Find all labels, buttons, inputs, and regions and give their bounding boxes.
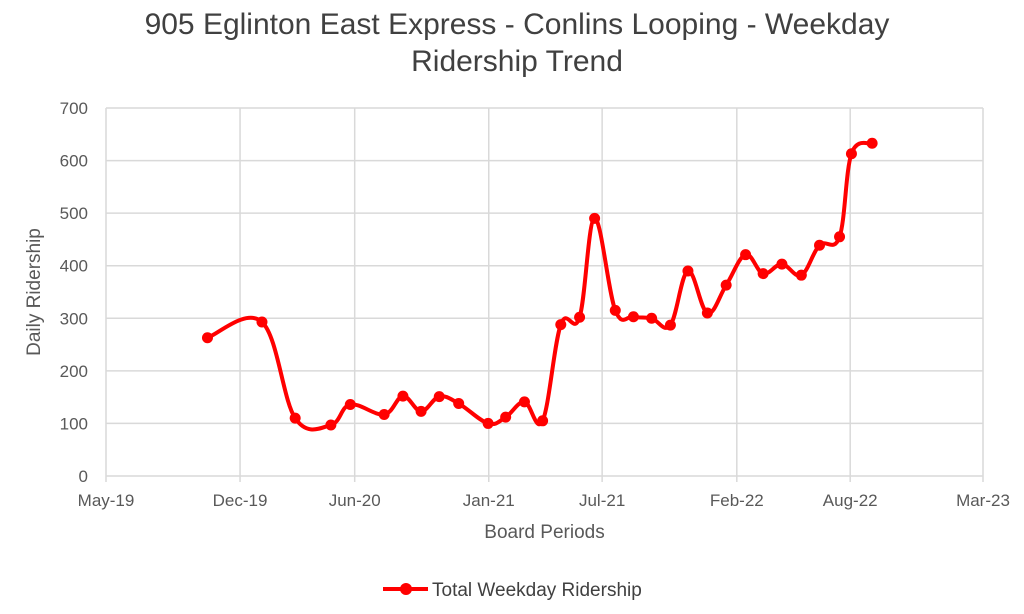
data-point: [757, 268, 769, 280]
data-point: [682, 265, 694, 277]
data-point: [256, 316, 268, 328]
data-point: [776, 258, 788, 270]
x-tick-label: Jan-21: [463, 491, 515, 510]
y-tick-label: 200: [60, 362, 88, 381]
data-point: [415, 405, 427, 417]
x-tick-label: Jun-20: [329, 491, 381, 510]
y-tick-label: 400: [60, 257, 88, 276]
data-point: [289, 412, 301, 424]
y-tick-label: 600: [60, 152, 88, 171]
data-point: [627, 311, 639, 323]
data-point: [574, 311, 586, 323]
x-tick-label: Mar-23: [956, 491, 1010, 510]
chart-title: 905 Eglinton East Express - Conlins Loop…: [0, 6, 1024, 80]
data-point: [518, 396, 530, 408]
chart-title-line-1: 905 Eglinton East Express - Conlins Loop…: [144, 8, 890, 41]
data-point: [795, 269, 807, 281]
x-axis-tick-labels: May-19 Dec-19 Jun-20 Jan-21 Jul-21 Feb-22 Aug-…: [78, 491, 1010, 510]
data-point: [397, 390, 409, 402]
y-tick-label: 700: [60, 99, 88, 118]
series-total-weekday-ridership: [201, 137, 878, 432]
y-axis-tick-labels: 0 100 200 300 400 500 600 700: [60, 99, 88, 486]
data-point: [814, 239, 826, 251]
data-point: [609, 304, 621, 316]
data-point: [325, 419, 337, 431]
data-point: [378, 408, 390, 420]
data-point: [646, 312, 658, 324]
y-tick-label: 0: [79, 467, 88, 486]
data-point: [834, 231, 846, 243]
y-tick-label: 300: [60, 309, 88, 328]
x-tick-label: Jul-21: [579, 491, 625, 510]
x-tick-label: Dec-19: [213, 491, 268, 510]
data-point: [866, 137, 878, 149]
data-point: [482, 417, 494, 429]
data-point: [701, 307, 713, 319]
legend-entry-label: Total Weekday Ridership: [432, 580, 642, 601]
data-point: [664, 319, 676, 331]
data-point: [589, 212, 601, 224]
legend: Total Weekday Ridership: [383, 580, 642, 601]
data-point: [845, 148, 857, 160]
data-point: [537, 415, 549, 427]
y-axis-label: Daily Ridership: [24, 228, 45, 356]
x-tick-label: Aug-22: [823, 491, 878, 510]
x-tick-label: May-19: [78, 491, 135, 510]
data-point: [555, 319, 567, 331]
data-point: [720, 279, 732, 291]
y-tick-label: 100: [60, 414, 88, 433]
x-axis-label: Board Periods: [484, 522, 604, 543]
horizontal-gridlines: [106, 107, 983, 425]
legend-marker-swatch: [400, 583, 412, 595]
data-point: [453, 397, 465, 409]
vertical-gridlines: [105, 108, 984, 482]
series-line: [206, 140, 874, 432]
y-tick-label: 500: [60, 204, 88, 223]
chart-title-line-2: Ridership Trend: [411, 45, 623, 78]
data-point: [201, 332, 213, 344]
data-point: [740, 249, 752, 261]
x-tick-label: Feb-22: [710, 491, 764, 510]
data-point: [344, 399, 356, 411]
data-point: [433, 391, 445, 403]
data-point: [500, 411, 512, 423]
